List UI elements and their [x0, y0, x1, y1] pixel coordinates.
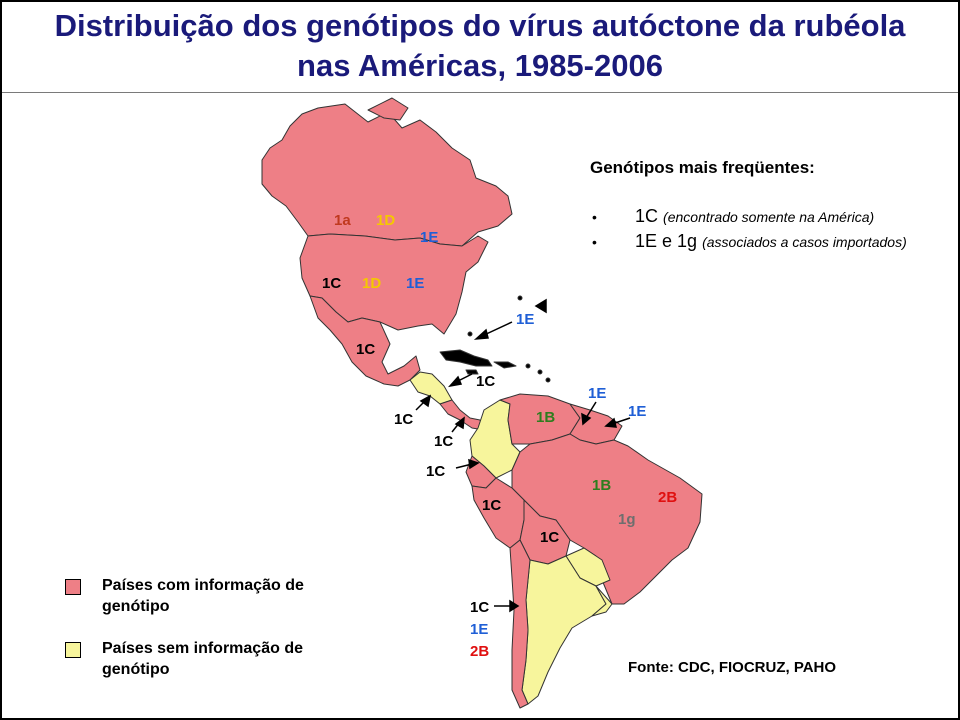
- label-brazil-1b: 1B: [592, 477, 611, 494]
- label-bolivia-1c: 1C: [540, 529, 559, 546]
- label-canada-1e: 1E: [420, 229, 438, 246]
- label-central-1c-b: 1C: [434, 433, 453, 450]
- region-chile: [509, 539, 531, 709]
- label-chile-1e: 1E: [470, 621, 488, 638]
- label-canada-1d: 1D: [376, 212, 395, 229]
- label-brazil-1g: 1g: [618, 511, 636, 528]
- label-mexico-1c: 1C: [356, 341, 375, 358]
- label-ecuador-1c: 1C: [426, 463, 445, 480]
- title-divider: [2, 92, 958, 93]
- label-chile-2b: 2B: [470, 643, 489, 660]
- swatch-with-info: [65, 579, 81, 595]
- key-with-info: Países com informação de genótipo: [102, 577, 304, 615]
- region-central-america-unknown: [409, 371, 453, 405]
- bullet-icon: •: [592, 234, 597, 250]
- region-mexico: [309, 295, 421, 387]
- label-usa-1e: 1E: [406, 275, 424, 292]
- arrow-top-right: [534, 298, 547, 314]
- label-caribbean-1e: 1E: [516, 311, 534, 328]
- arrow-guyana: [585, 401, 597, 419]
- legend-note: (encontrado somente na América): [663, 209, 875, 225]
- bullet-icon: •: [592, 209, 597, 225]
- legend-note: (associados a casos importados): [702, 234, 907, 250]
- region-caribbean: [439, 295, 551, 383]
- swatch-without-info: [65, 642, 81, 658]
- label-caribbean-1c: 1C: [476, 373, 495, 390]
- key-without-info: Países sem informação de genótipo: [102, 640, 303, 678]
- legend-genotype: 1E e 1g: [635, 231, 698, 251]
- legend-genotype: 1C: [635, 206, 659, 226]
- label-usa-1c: 1C: [322, 275, 341, 292]
- region-canada-islands: [367, 97, 409, 121]
- label-usa-1d: 1D: [362, 275, 381, 292]
- source-credit: Fonte: CDC, FIOCRUZ, PAHO: [628, 659, 837, 676]
- label-canada-1a: 1a: [334, 212, 351, 229]
- label-peru-1c: 1C: [482, 497, 501, 514]
- legend-item-1e-1g: • 1E e 1g (associados a casos importados…: [592, 231, 907, 252]
- page-title: Distribuição dos genótipos do vírus autó…: [0, 6, 960, 86]
- legend-item-1c: • 1C (encontrado somente na América): [592, 206, 874, 227]
- label-suriname-1e: 1E: [628, 403, 646, 420]
- label-chile-1c: 1C: [470, 599, 489, 616]
- label-brazil-2b: 2B: [658, 489, 677, 506]
- region-uruguay: [591, 585, 613, 617]
- label-central-1c-a: 1C: [394, 411, 413, 428]
- title-line-1: Distribuição dos genótipos do vírus autó…: [54, 8, 906, 43]
- legend-heading: Genótipos mais freqüentes:: [590, 158, 815, 177]
- label-venezuela-1b: 1B: [536, 409, 555, 426]
- label-guyana-1e: 1E: [588, 385, 606, 402]
- title-line-2: nas Américas, 1985-2006: [297, 48, 663, 83]
